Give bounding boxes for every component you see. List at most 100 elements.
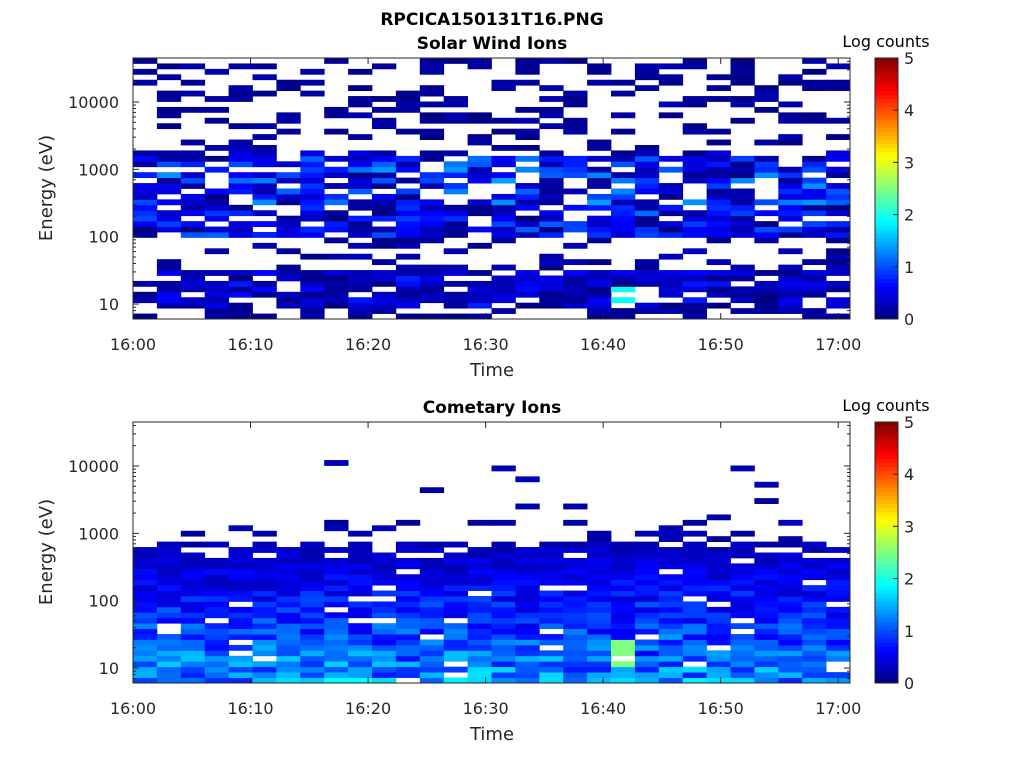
heatmap-cell — [324, 291, 349, 298]
heatmap-cell — [730, 579, 755, 586]
heatmap-cell — [443, 666, 468, 673]
heatmap-cell — [515, 155, 540, 162]
heatmap-cell — [252, 291, 277, 298]
heatmap-cell — [300, 161, 325, 168]
heatmap-cell — [443, 628, 468, 635]
heatmap-cell — [706, 74, 731, 81]
heatmap-cell — [276, 639, 301, 646]
heatmap-cell — [587, 530, 612, 537]
heatmap-cell — [372, 280, 397, 287]
heatmap-cell — [443, 601, 468, 608]
heatmap-cell — [754, 237, 779, 244]
heatmap-cell — [228, 172, 253, 179]
heatmap-cell — [802, 308, 827, 314]
heatmap-cell — [682, 644, 707, 651]
heatmap-cell — [395, 557, 421, 564]
heatmap-cell — [826, 574, 851, 581]
heatmap-cell — [276, 563, 301, 570]
colorbar-segment — [875, 601, 898, 607]
heatmap-cell — [826, 204, 851, 211]
heatmap-cell — [419, 650, 445, 657]
heatmap-cell — [491, 237, 516, 244]
heatmap-cell — [348, 253, 373, 260]
heatmap-cell — [348, 134, 373, 140]
heatmap-cell — [539, 112, 564, 119]
heatmap-cell — [419, 623, 445, 630]
heatmap-cell — [204, 204, 229, 211]
heatmap-cell — [348, 215, 373, 222]
heatmap-cell — [491, 145, 516, 151]
heatmap-cell — [180, 79, 206, 86]
heatmap-cell — [395, 672, 421, 678]
heatmap-cell — [730, 101, 755, 108]
heatmap-cell — [133, 617, 158, 624]
heatmap-cell — [133, 574, 158, 581]
heatmap-cell — [180, 552, 206, 559]
heatmap-cell — [587, 672, 612, 678]
heatmap-cell — [467, 623, 492, 630]
heatmap-cell — [300, 313, 325, 320]
heatmap-cell — [180, 286, 206, 293]
heatmap-cell — [778, 579, 803, 586]
heatmap-cell — [587, 193, 612, 200]
heatmap-cell — [204, 286, 229, 293]
heatmap-cell — [372, 183, 397, 189]
heatmap-cell — [395, 242, 421, 249]
heatmap-cell — [634, 677, 660, 684]
heatmap-cell — [252, 145, 277, 151]
heatmap-cell — [372, 612, 397, 619]
cometary-colorbar-label: Log counts — [842, 396, 929, 415]
colorbar-segment — [875, 62, 898, 67]
heatmap-cell — [802, 601, 827, 608]
heatmap-cell — [348, 96, 373, 102]
heatmap-cell — [372, 161, 397, 168]
heatmap-cell — [563, 297, 588, 304]
heatmap-cell — [133, 232, 158, 238]
heatmap-cell — [539, 677, 564, 684]
heatmap-cell — [395, 221, 421, 227]
heatmap-cell — [324, 183, 349, 189]
heatmap-cell — [658, 590, 684, 597]
heatmap-cell — [395, 585, 421, 591]
heatmap-cell — [634, 639, 660, 646]
colorbar-segment — [875, 212, 898, 218]
heatmap-cell — [778, 134, 803, 140]
heatmap-cell — [372, 166, 397, 173]
heatmap-cell — [754, 568, 779, 575]
solar-wind-title: Solar Wind Ions — [417, 34, 568, 54]
heatmap-cell — [252, 155, 277, 162]
heatmap-cell — [706, 650, 731, 657]
heatmap-cell — [252, 623, 277, 630]
heatmap-cell — [133, 601, 158, 608]
heatmap-cell — [826, 253, 851, 260]
heatmap-cell — [587, 221, 612, 227]
heatmap-cell — [658, 552, 684, 559]
heatmap-cell — [419, 677, 445, 684]
heatmap-cell — [324, 590, 349, 597]
colorbar-segment — [875, 638, 898, 643]
heatmap-cell — [372, 302, 397, 309]
heatmap-cell — [133, 672, 158, 678]
colorbar-segment — [875, 298, 898, 304]
heatmap-cell — [348, 585, 373, 591]
cometary-ylabel: Energy (eV) — [36, 499, 57, 605]
heatmap-cell — [563, 547, 588, 553]
heatmap-cell — [324, 585, 349, 591]
heatmap-cell — [539, 155, 564, 162]
colorbar-segment — [875, 188, 898, 194]
heatmap-cell — [730, 68, 755, 75]
heatmap-cell — [276, 612, 301, 619]
heatmap-cell — [133, 644, 158, 651]
heatmap-cell — [802, 199, 827, 206]
heatmap-cell — [754, 617, 779, 624]
heatmap-cell — [395, 297, 421, 304]
heatmap-cell — [778, 541, 803, 548]
heatmap-cell — [419, 590, 445, 597]
colorbar — [875, 422, 898, 684]
heatmap-cell — [587, 628, 612, 635]
heatmap-cell — [228, 644, 253, 651]
heatmap-cell — [563, 275, 588, 282]
heatmap-cells — [133, 58, 851, 320]
heatmap-cell — [204, 650, 229, 657]
heatmap-cell — [682, 199, 707, 206]
